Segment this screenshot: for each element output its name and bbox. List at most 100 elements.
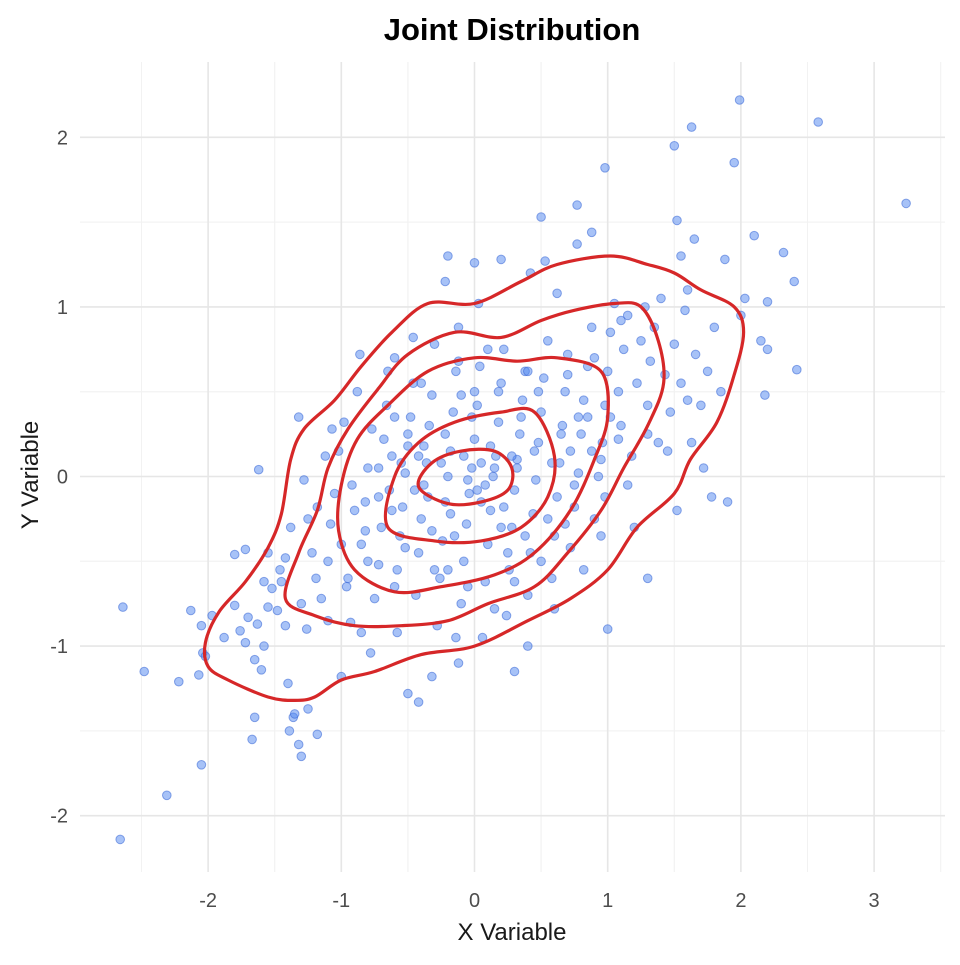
scatter-point bbox=[400, 542, 411, 553]
scatter-point bbox=[509, 666, 520, 677]
scatter-point bbox=[665, 407, 676, 417]
scatter-point bbox=[443, 565, 453, 575]
scatter-point bbox=[509, 485, 520, 495]
scatter-point bbox=[789, 276, 800, 287]
scatter-point bbox=[356, 627, 367, 638]
scatter-point bbox=[540, 256, 550, 266]
scatter-point bbox=[669, 339, 680, 350]
scatter-point bbox=[547, 573, 557, 584]
scatter-point bbox=[285, 522, 296, 533]
scatter-point bbox=[636, 336, 646, 346]
scatter-point bbox=[600, 163, 610, 173]
x-tick-label: 1 bbox=[602, 890, 613, 912]
scatter-point bbox=[605, 327, 616, 338]
x-tick-label: 2 bbox=[735, 890, 746, 912]
scatter-point bbox=[602, 366, 613, 377]
density-contour-level-1 bbox=[202, 254, 746, 702]
scatter-point bbox=[690, 349, 701, 360]
scatter-point bbox=[496, 378, 506, 389]
scatter-point bbox=[463, 475, 473, 485]
scatter-point bbox=[676, 251, 686, 261]
scatter-point bbox=[493, 386, 504, 397]
scatter-point bbox=[749, 230, 760, 241]
scatter-point bbox=[552, 492, 562, 502]
scatter-point bbox=[469, 258, 480, 268]
scatter-point bbox=[416, 514, 427, 524]
scatter-point bbox=[488, 471, 498, 482]
scatter-point bbox=[118, 602, 128, 612]
scatter-point bbox=[363, 463, 373, 473]
x-tick-label: 3 bbox=[869, 890, 880, 912]
density-contour-level-2 bbox=[283, 301, 666, 629]
scatter-point bbox=[299, 475, 309, 485]
scatter-point bbox=[392, 565, 403, 575]
scatter-point bbox=[529, 446, 540, 456]
density-contours bbox=[202, 254, 746, 702]
scatter-point bbox=[602, 624, 613, 634]
scatter-point bbox=[459, 451, 469, 461]
scatter-point bbox=[656, 293, 666, 304]
x-axis-ticks: -2 -1 0 1 2 3 bbox=[199, 890, 879, 912]
scatter-point bbox=[616, 315, 626, 326]
scatter-point bbox=[680, 305, 690, 316]
scatter-point bbox=[536, 212, 546, 222]
density-contour-level-4 bbox=[383, 406, 557, 545]
scatter-point bbox=[762, 297, 773, 307]
scatter-point bbox=[312, 729, 323, 740]
scatter-point bbox=[356, 539, 367, 550]
scatter-point bbox=[219, 632, 229, 643]
scatter-point bbox=[280, 620, 291, 631]
major-grid bbox=[80, 62, 945, 872]
scatter-point bbox=[698, 463, 709, 473]
scatter-point bbox=[272, 605, 283, 616]
scatter-point bbox=[413, 451, 424, 461]
scatter-point bbox=[320, 451, 331, 461]
scatter-point bbox=[174, 676, 184, 687]
scatter-point bbox=[523, 366, 533, 377]
scatter-point bbox=[186, 605, 196, 616]
scatter-point bbox=[327, 424, 337, 434]
scatter-point bbox=[365, 648, 376, 658]
scatter-point bbox=[562, 369, 573, 380]
scatter-point bbox=[709, 322, 720, 333]
scatter-point bbox=[501, 610, 512, 621]
scatter-point bbox=[387, 451, 397, 461]
y-tick-label: 2 bbox=[57, 127, 68, 149]
scatter-point bbox=[284, 726, 295, 736]
scatter-point bbox=[539, 373, 549, 383]
scatter-point bbox=[427, 526, 437, 536]
scatter-point bbox=[373, 492, 384, 502]
scatter-point bbox=[616, 420, 626, 431]
scatter-point bbox=[440, 429, 451, 439]
scatter-point bbox=[653, 437, 664, 448]
scatter-point bbox=[593, 471, 604, 482]
y-tick-label: -1 bbox=[50, 636, 68, 658]
scatter-point bbox=[676, 378, 686, 389]
scatter-point bbox=[496, 254, 506, 265]
scatter-point bbox=[303, 704, 313, 714]
scatter-point bbox=[596, 454, 606, 465]
scatter-point bbox=[618, 344, 629, 355]
scatter-point bbox=[586, 446, 597, 456]
scatter-point bbox=[489, 463, 500, 473]
density-contour-level-5 bbox=[416, 447, 515, 507]
scatter-point bbox=[686, 437, 697, 448]
scatter-point bbox=[642, 400, 653, 411]
scatter-point bbox=[523, 641, 533, 651]
scatter-point bbox=[543, 336, 553, 346]
scatter-point bbox=[642, 573, 653, 584]
scatter-point bbox=[589, 353, 600, 363]
scatter-point bbox=[613, 386, 624, 397]
y-tick-label: -2 bbox=[50, 806, 68, 828]
scatter-point bbox=[669, 141, 680, 151]
scatter-point bbox=[275, 565, 285, 575]
scatter-point bbox=[760, 390, 770, 400]
scatter-point bbox=[343, 573, 353, 584]
scatter-point bbox=[311, 573, 321, 584]
scatter-point bbox=[443, 251, 453, 261]
scatter-point bbox=[405, 412, 416, 422]
scatter-point bbox=[240, 544, 251, 555]
chart-title: Joint Distribution bbox=[384, 12, 641, 47]
scatter-point bbox=[162, 790, 172, 801]
scatter-point bbox=[686, 122, 697, 132]
